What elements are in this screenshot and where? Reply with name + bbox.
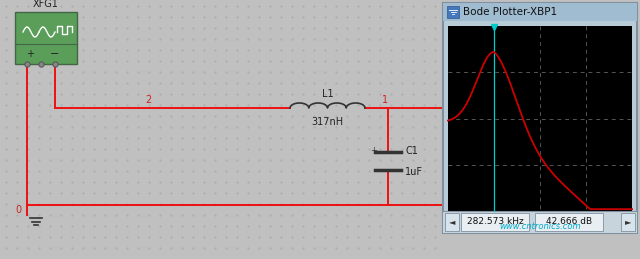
- Text: Bode Plotter-XBP1: Bode Plotter-XBP1: [463, 7, 557, 17]
- Bar: [443, 3, 637, 233]
- Text: 42.666 dB: 42.666 dB: [546, 218, 592, 227]
- Bar: [445, 213, 459, 231]
- Text: ►: ►: [625, 218, 631, 227]
- Bar: [621, 213, 635, 231]
- Text: +: +: [26, 49, 34, 59]
- Text: 0: 0: [15, 205, 21, 215]
- Bar: [443, 3, 637, 21]
- Text: −: −: [51, 49, 60, 59]
- Bar: [461, 213, 529, 231]
- Text: +: +: [370, 146, 377, 155]
- Bar: [448, 26, 632, 211]
- Text: XFG1: XFG1: [33, 0, 59, 9]
- Text: www.cntronics.com: www.cntronics.com: [499, 222, 581, 231]
- Bar: [443, 211, 637, 233]
- Text: 317nH: 317nH: [312, 117, 344, 127]
- Bar: [15, 12, 77, 64]
- Bar: [535, 213, 603, 231]
- Text: 1: 1: [382, 95, 388, 105]
- Bar: [447, 6, 459, 18]
- Text: 2: 2: [145, 95, 151, 105]
- Text: 1uF: 1uF: [405, 167, 423, 177]
- Text: L1: L1: [322, 89, 333, 99]
- Text: C1: C1: [405, 146, 418, 156]
- Text: 282.573 kHz: 282.573 kHz: [467, 218, 524, 227]
- Text: ◄: ◄: [449, 218, 455, 227]
